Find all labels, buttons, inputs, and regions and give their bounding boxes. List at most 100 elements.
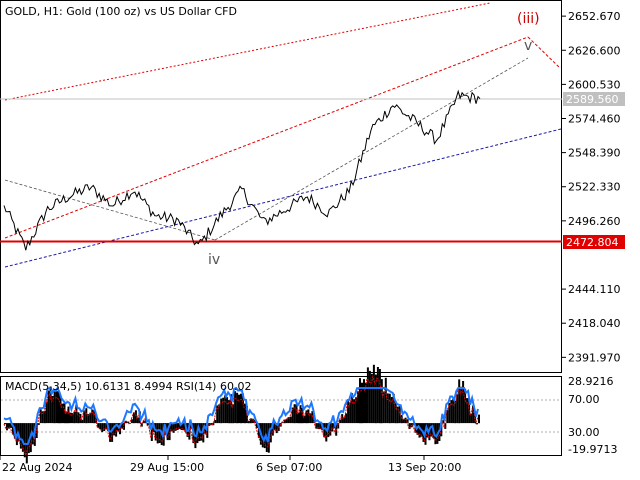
macd-bar (285, 419, 288, 424)
macd-bar (331, 423, 334, 432)
macd-bar (464, 388, 467, 424)
macd-bar (156, 423, 159, 444)
macd-bar (51, 396, 54, 424)
macd-bar (434, 423, 437, 445)
macd-bar (244, 403, 246, 424)
macd-bar (53, 391, 56, 424)
macd-bar (283, 419, 286, 424)
macd-bar (23, 423, 26, 458)
macd-bar (325, 423, 328, 442)
wave-iv-label: iv (208, 252, 220, 268)
macd-bar (363, 379, 365, 424)
macd-bar (382, 391, 385, 424)
indicator-axis-label-3: 30.00 (568, 426, 600, 439)
macd-bar (309, 413, 312, 424)
macd-bar (101, 423, 104, 433)
price-tick-label: 2652.670 (568, 10, 621, 23)
wave-guide-line-1 (4, 179, 216, 241)
macd-bar (224, 395, 227, 424)
macd-bar (140, 423, 143, 427)
indicator-axis-label-1: 28.9216 (568, 375, 614, 388)
target-projection-line (527, 36, 561, 69)
macd-bar (6, 423, 8, 431)
macd-bar (478, 414, 480, 424)
price-series-line (3, 89, 481, 251)
macd-bar (115, 423, 118, 437)
macd-bar (365, 382, 367, 424)
macd-bar (355, 397, 358, 424)
macd-bar (472, 405, 475, 424)
macd-bar (247, 420, 250, 424)
macd-bar (87, 414, 90, 424)
support-badge (563, 235, 625, 249)
macd-bar (174, 423, 177, 431)
macd-bar (9, 423, 12, 428)
macd-signal-line (3, 374, 479, 458)
macd-bar (454, 401, 457, 424)
macd-bar (303, 415, 306, 424)
macd-bar (11, 423, 14, 435)
macd-bar (251, 418, 254, 424)
time-tick-label-2: 29 Aug 15:00 (130, 461, 204, 474)
macd-bar (111, 423, 114, 442)
macd-bar (232, 404, 235, 424)
time-axis: 22 Aug 2024 29 Aug 15:00 6 Sep 07:00 13 … (0, 456, 461, 474)
macd-bar (293, 404, 296, 424)
macd-bar (297, 412, 300, 424)
macd-bar (323, 423, 326, 438)
macd-bar (349, 402, 352, 424)
macd-bar (132, 412, 135, 424)
macd-bar (39, 409, 42, 424)
macd-bar (158, 423, 161, 443)
macd-bar (95, 414, 98, 424)
macd-bar (21, 423, 24, 452)
macd-bar (378, 369, 381, 424)
macd-bar (85, 408, 88, 424)
macd-bar (69, 412, 72, 424)
macd-bar (406, 419, 409, 424)
lower-channel-line (4, 128, 562, 268)
macd-bar (470, 413, 473, 424)
macd-bar (287, 417, 290, 424)
macd-bar (291, 407, 294, 424)
wave-v-label: v (524, 38, 532, 54)
macd-bar (450, 400, 453, 424)
macd-bar (351, 393, 354, 424)
macd-bar (202, 423, 205, 443)
macd-bar (444, 423, 447, 429)
macd-bar (380, 379, 383, 424)
macd-bar (446, 410, 449, 424)
macd-bar (448, 403, 451, 424)
rsi-line (3, 386, 479, 445)
macd-bar (275, 423, 278, 434)
macd-bar (430, 423, 433, 437)
macd-bar (83, 410, 86, 424)
macd-bar (59, 396, 62, 424)
macd-bar (19, 423, 22, 449)
macd-bar (89, 412, 92, 424)
time-tick-label-4: 13 Sep 20:00 (388, 461, 461, 474)
macd-bar (67, 406, 70, 424)
macd-bar (136, 417, 139, 424)
macd-bar (71, 413, 74, 424)
macd-bar (109, 423, 112, 442)
macd-bar (357, 391, 359, 424)
macd-bar (77, 412, 80, 424)
macd-bar (123, 423, 125, 430)
macd-bar (386, 393, 389, 424)
price-tick-label: 2626.600 (568, 44, 621, 57)
macd-bar (261, 423, 264, 448)
macd-bar (47, 390, 50, 424)
price-tick-label: 2574.460 (568, 112, 621, 125)
macd-bar (43, 410, 46, 424)
macd-bar (384, 377, 387, 424)
middle-channel-line (4, 36, 529, 239)
macd-bar (57, 391, 60, 424)
macd-bar (392, 393, 395, 424)
macd-bar (452, 399, 455, 424)
price-tick-label: 2600.530 (568, 78, 621, 91)
macd-bar (150, 423, 153, 441)
macd-bar (214, 420, 217, 424)
macd-bar (228, 400, 231, 424)
macd-bar (408, 423, 411, 429)
